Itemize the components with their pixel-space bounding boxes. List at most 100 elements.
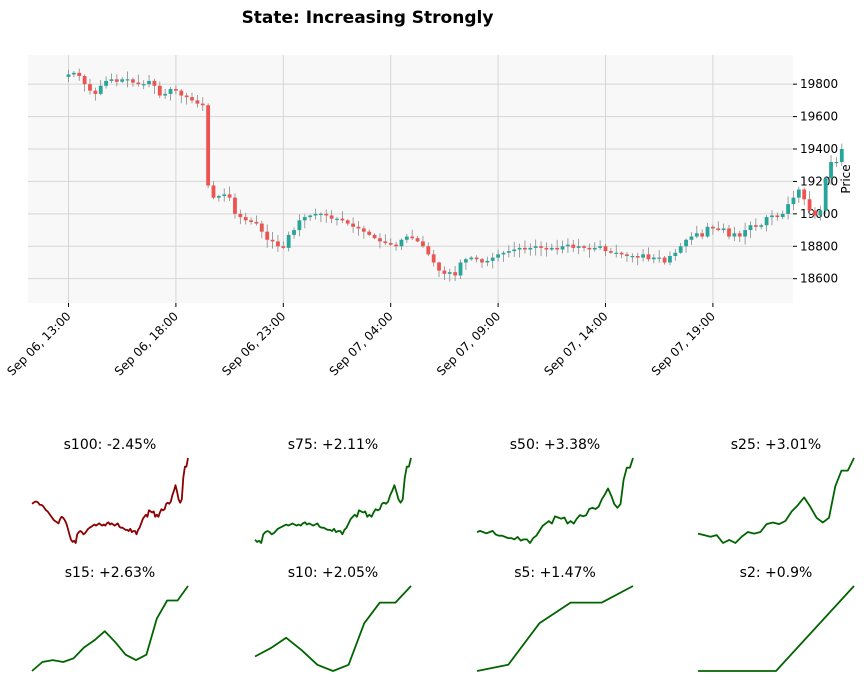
candle-body — [576, 246, 581, 248]
candle-body — [147, 80, 151, 85]
mini-chart-title: s15: +2.63% — [65, 565, 155, 581]
candle-body — [179, 90, 184, 96]
candle-body — [673, 252, 678, 256]
mini-chart-title: s5: +1.47% — [514, 565, 596, 581]
candle-body — [71, 72, 76, 75]
candle-body — [340, 218, 345, 221]
candle-body — [281, 246, 286, 248]
candle-body — [383, 241, 388, 244]
candle-body — [823, 178, 828, 211]
candle-body — [195, 100, 200, 104]
y-axis-label: Price — [839, 164, 853, 193]
candle-body — [700, 233, 705, 237]
candle-body — [324, 213, 329, 216]
y-tick-label: 19800 — [800, 77, 838, 91]
candle-body — [566, 244, 570, 247]
candle-body — [625, 254, 629, 256]
candle-body — [399, 239, 404, 247]
candle-body — [829, 161, 833, 179]
candle-body — [549, 247, 554, 250]
candle-body — [480, 259, 484, 263]
mini-chart-title: s10: +2.05% — [288, 565, 378, 581]
candle-body — [614, 252, 619, 254]
candle-body — [276, 241, 280, 247]
candle-body — [184, 95, 189, 98]
candle-body — [378, 238, 382, 242]
candle-body — [786, 204, 790, 214]
candle-body — [469, 257, 474, 260]
candle-body — [152, 80, 157, 86]
candle-body — [421, 241, 425, 247]
candle-body — [109, 79, 114, 81]
candle-body — [501, 252, 506, 255]
candle-body — [313, 213, 318, 216]
candle-body — [286, 234, 291, 248]
candle-body — [243, 217, 248, 221]
mini-chart: s5: +1.47% — [476, 565, 634, 672]
candle-body — [770, 215, 774, 218]
candle-body — [88, 84, 92, 91]
candle-body — [608, 251, 613, 253]
candle-body — [533, 246, 538, 248]
y-tick-label: 19200 — [800, 174, 838, 188]
candle-body — [388, 243, 393, 245]
candle-body — [743, 230, 748, 237]
mini-chart: s2: +0.9% — [698, 565, 855, 672]
candle-body — [716, 228, 721, 231]
mini-chart-title: s75: +2.11% — [288, 437, 378, 453]
candle-body — [737, 233, 742, 237]
mini-series-line — [698, 585, 855, 672]
mini-chart: s10: +2.05% — [254, 565, 412, 672]
candle-body — [254, 221, 259, 224]
candle-body — [807, 199, 812, 211]
candle-body — [775, 215, 780, 218]
candle-body — [292, 230, 296, 235]
candle-body — [249, 220, 253, 222]
candle-body — [168, 89, 173, 94]
candle-body — [157, 85, 162, 96]
candle-body — [458, 262, 463, 276]
y-tick-label: 19400 — [800, 142, 838, 156]
main-candlestick-chart: 18600188001900019200194001960019800Sep 0… — [4, 55, 853, 378]
x-tick-label: Sep 07, 04:00 — [327, 309, 396, 378]
candle-body — [802, 189, 807, 200]
candle-body — [200, 103, 205, 106]
candle-body — [496, 254, 500, 258]
candle-body — [630, 255, 635, 258]
candle-body — [485, 260, 490, 263]
candle-body — [727, 228, 731, 237]
candle-body — [592, 247, 597, 250]
candle-body — [190, 97, 194, 101]
candle-body — [651, 257, 656, 260]
candle-body — [318, 213, 323, 216]
candle-body — [426, 246, 431, 255]
candle-body — [265, 231, 270, 240]
mini-chart: s50: +3.38% — [476, 437, 634, 544]
mini-series-line — [476, 457, 634, 544]
candle-body — [748, 225, 753, 231]
x-tick-label: Sep 07, 19:00 — [649, 309, 718, 378]
candle-body — [555, 247, 560, 250]
candle-body — [211, 185, 216, 198]
candle-body — [523, 247, 527, 250]
candle-body — [571, 244, 576, 248]
candle-body — [259, 223, 264, 232]
candle-body — [98, 85, 103, 94]
x-tick-label: Sep 06, 13:00 — [4, 309, 73, 378]
candle-body — [227, 194, 232, 198]
mini-chart-title: s100: -2.45% — [64, 437, 157, 453]
candle-body — [356, 226, 361, 229]
mini-chart-title: s25: +3.01% — [731, 437, 821, 453]
candle-body — [114, 79, 119, 82]
candle-body — [646, 254, 651, 260]
candle-body — [431, 254, 436, 263]
candle-body — [270, 239, 275, 242]
candle-body — [694, 233, 699, 237]
candle-body — [238, 213, 243, 218]
candle-body — [442, 270, 447, 274]
candle-body — [437, 262, 441, 271]
candle-body — [791, 197, 796, 205]
candle-body — [619, 252, 624, 255]
candle-body — [367, 231, 372, 235]
